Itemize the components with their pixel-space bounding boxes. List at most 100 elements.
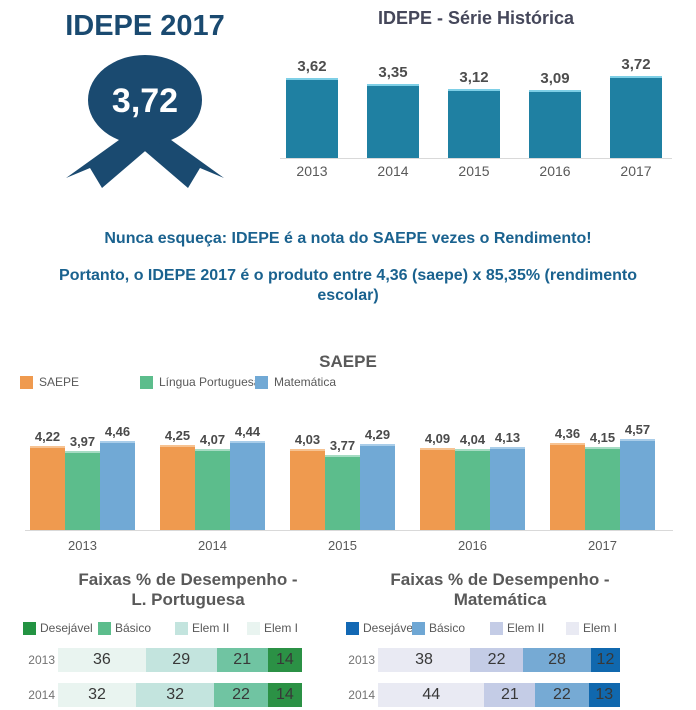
bar-column: 4,13: [490, 430, 525, 530]
chart-title: Faixas % de Desempenho - Matemática: [346, 570, 696, 610]
stacked-bar: 38 22 28 12: [378, 648, 620, 672]
bar-value-label: 4,46: [104, 423, 131, 439]
legend-label: Elem II: [507, 621, 545, 635]
legend-swatch: [566, 621, 579, 635]
bar-value-label: 4,57: [624, 421, 651, 437]
stacked-bar: 36 29 21 14: [58, 648, 302, 672]
bar: [65, 450, 100, 530]
legend-item: Desejável: [346, 621, 416, 635]
bar-column: 3,72: [610, 56, 662, 158]
bar-value-label: 3,72: [621, 56, 651, 74]
serie-plot-area: 3,62 3,35 3,12 3,09 3,72: [280, 41, 672, 159]
legend-label: Desejável: [40, 621, 93, 635]
stacked-bar: 32 32 22 14: [58, 683, 302, 707]
bar-column: 3,12: [448, 69, 500, 158]
bar: [610, 76, 662, 158]
legend-item: Desejável: [23, 621, 93, 635]
bar-column: 4,03: [290, 432, 325, 530]
stacked-segment: 12: [590, 648, 620, 672]
legend-swatch: [98, 621, 111, 635]
row-year-label: 2013: [348, 653, 375, 667]
bar-value-label: 4,44: [234, 424, 261, 440]
bar: [195, 448, 230, 530]
bar-value-label: 4,25: [164, 428, 191, 443]
bar: [420, 448, 455, 530]
legend-item: Elem II: [490, 621, 544, 635]
badge-value: 3,72: [112, 82, 178, 120]
stacked-segment: 14: [267, 683, 302, 707]
bar-column: 4,25: [160, 428, 195, 530]
bar-column: 4,36: [550, 426, 585, 530]
bar-column: 4,44: [230, 424, 265, 530]
bar-group: 4,36 4,15 4,57: [550, 422, 655, 530]
legend-item: Língua Portuguesa: [140, 375, 260, 389]
bar-group: 4,25 4,07 4,44: [160, 424, 265, 530]
x-axis-label: 2016: [539, 163, 571, 179]
bar-column: 4,46: [100, 424, 135, 530]
legend-item: Básico: [412, 621, 465, 635]
bar-value-label: 4,04: [459, 432, 486, 448]
row-year-label: 2014: [28, 688, 55, 702]
stacked-segment: 22: [535, 683, 589, 707]
x-axis-label: 2014: [377, 163, 409, 179]
stacked-segment: 28: [523, 648, 591, 672]
bar-group: 4,03 3,77 4,29: [290, 427, 395, 530]
x-axis-label: 2014: [198, 538, 227, 553]
legend-swatch: [20, 375, 33, 389]
legend-swatch: [490, 621, 503, 635]
legend-label: Elem II: [192, 621, 230, 635]
row-year-label: 2014: [348, 688, 375, 702]
legend-label: Matemática: [274, 375, 337, 389]
stacked-segment: 21: [216, 648, 268, 672]
faixas-matematica-chart: Faixas % de Desempenho - Matemática Dese…: [346, 570, 696, 710]
stacked-segment: 14: [267, 648, 302, 672]
chart-title: IDEPE - Série Histórica: [377, 8, 575, 28]
bar-column: 4,07: [195, 432, 230, 530]
bar-column: 4,57: [620, 422, 655, 530]
page-title: IDEPE 2017: [65, 10, 225, 42]
bar-value-label: 4,36: [554, 425, 581, 441]
legend-swatch: [346, 621, 359, 635]
row-year-label: 2013: [28, 653, 55, 667]
stacked-segment: 32: [58, 683, 137, 707]
chart-title-line-1: Faixas % de Desempenho -: [78, 570, 298, 589]
saepe-chart: SAEPE SAEPE Língua Portuguesa Matemática 4…: [0, 348, 696, 563]
stacked-segment: 29: [145, 648, 217, 672]
bar-column: 3,97: [65, 434, 100, 530]
bar-column: 4,04: [455, 432, 490, 530]
legend-swatch: [412, 621, 425, 635]
legend-item: Elem I: [247, 621, 298, 635]
chart-title: SAEPE: [319, 352, 377, 371]
medal-ellipse: [88, 55, 202, 145]
bar: [490, 447, 525, 530]
bar: [286, 78, 338, 158]
bar-column: 3,77: [325, 438, 360, 530]
legend-item: SAEPE: [20, 375, 79, 389]
legend-label: SAEPE: [39, 375, 80, 389]
bar-column: 4,15: [585, 430, 620, 530]
stacked-segment: 44: [378, 683, 485, 707]
chart-title: Faixas % de Desempenho - L. Portuguesa: [0, 570, 346, 610]
legend-label: Língua Portuguesa: [159, 375, 261, 389]
legend-swatch: [23, 621, 36, 635]
serie-x-axis: 2013 2014 2015 2016 2017: [280, 163, 672, 179]
stacked-segment: 38: [378, 648, 470, 672]
bar-column: 3,09: [529, 70, 581, 158]
bar-value-label: 3,77: [329, 437, 356, 453]
bar: [550, 442, 585, 530]
saepe-legend: SAEPE Língua Portuguesa Matemática: [0, 375, 696, 389]
bar: [30, 445, 65, 530]
legend-label: Elem I: [583, 621, 618, 635]
bar-value-label: 4,22: [34, 428, 61, 444]
stacked-segment: 32: [136, 683, 215, 707]
chart-title-line-2: Matemática: [453, 590, 547, 609]
chart-title-line-2: L. Portuguesa: [131, 590, 245, 609]
stacked-segment: 36: [58, 648, 146, 672]
faixas-lp-rows: 2013 36 29 21 14 2014 32 32 22 14: [0, 648, 346, 710]
faixas-mat-rows: 2013 38 22 28 12 2014 44 21 22 13: [346, 648, 696, 710]
note-line-2: Portanto, o IDEPE 2017 é o produto entre…: [59, 267, 637, 284]
legend-label: Básico: [429, 621, 466, 635]
stacked-bar: 44 21 22 13: [378, 683, 620, 707]
legend-item: Matemática: [255, 375, 336, 389]
bar: [448, 89, 500, 158]
